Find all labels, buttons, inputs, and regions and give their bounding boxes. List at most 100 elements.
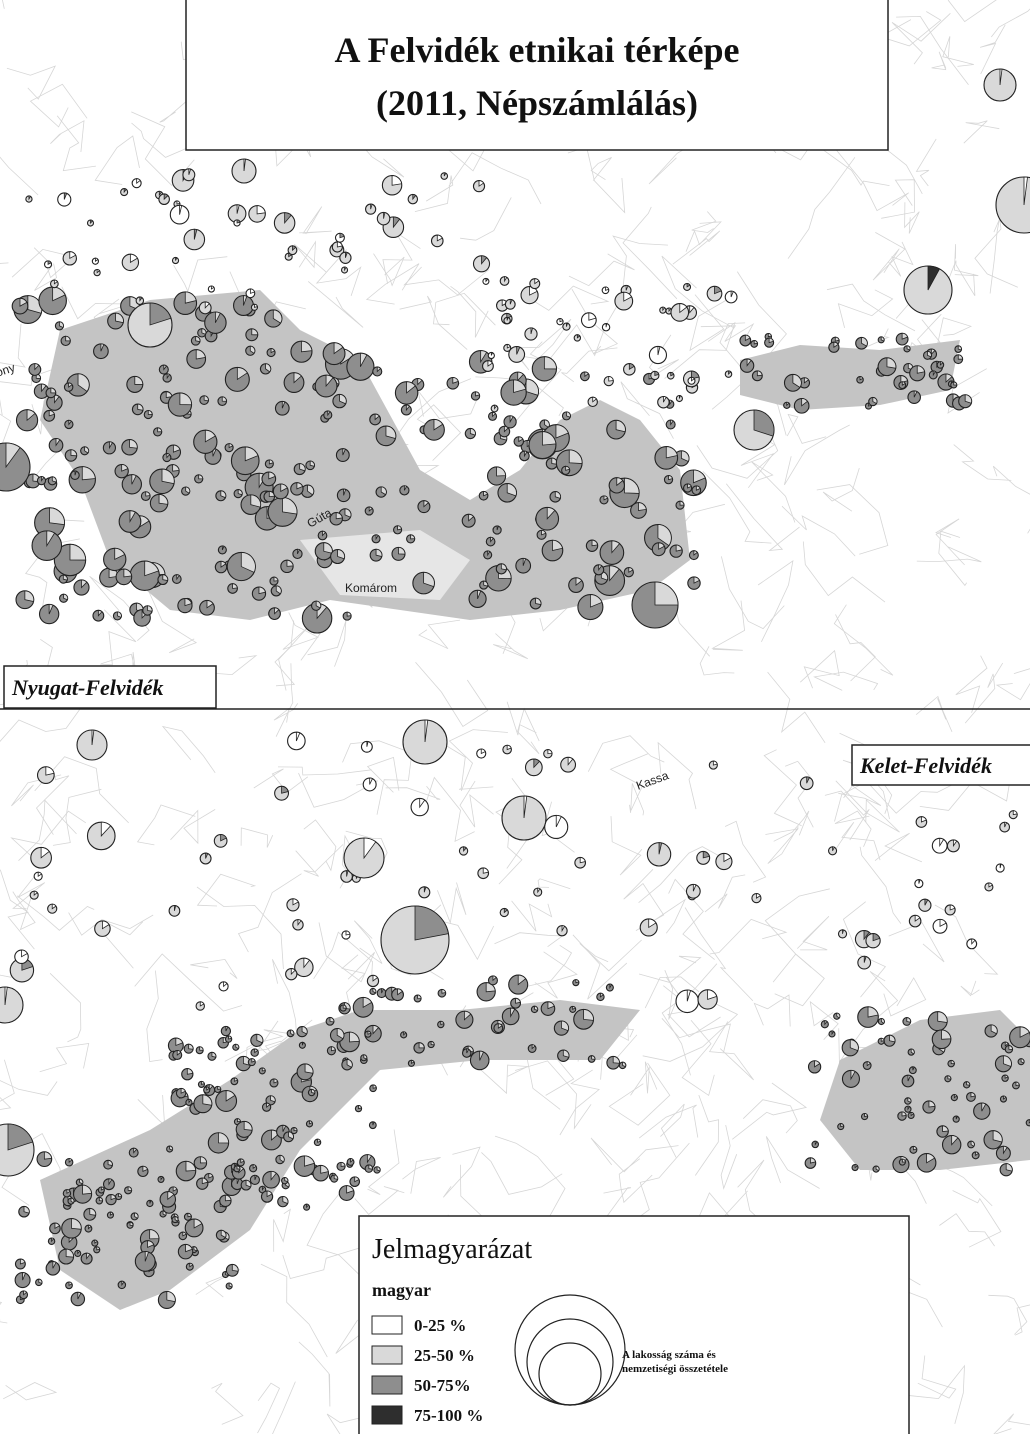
border-line bbox=[708, 1021, 754, 1081]
pie-slice bbox=[675, 544, 683, 552]
pie-slice bbox=[22, 1272, 27, 1281]
pie-slice bbox=[70, 449, 78, 457]
border-line bbox=[753, 994, 791, 1027]
pie-slice bbox=[129, 1221, 134, 1226]
pie-slice bbox=[176, 200, 181, 205]
border-line bbox=[891, 13, 951, 65]
pie-slice bbox=[1002, 1145, 1008, 1155]
pie-slice bbox=[297, 548, 300, 555]
pie-slice bbox=[546, 507, 556, 520]
pie-slice bbox=[147, 605, 153, 612]
pie-slice bbox=[668, 307, 672, 313]
pie-slice bbox=[68, 1281, 73, 1286]
pie-slice bbox=[534, 1005, 539, 1011]
panel-label-box bbox=[3, 665, 217, 709]
pie-slice bbox=[327, 410, 331, 417]
border-line bbox=[100, 609, 137, 666]
legend-box bbox=[358, 1215, 910, 1434]
border-line bbox=[952, 1190, 1002, 1248]
pie-slice bbox=[611, 540, 621, 554]
pie-slice bbox=[237, 1118, 241, 1123]
border-line bbox=[725, 483, 800, 552]
pie-slice bbox=[26, 409, 36, 422]
border-line bbox=[732, 1082, 808, 1140]
pie-slice bbox=[303, 957, 311, 969]
pie-slice bbox=[753, 409, 775, 437]
pie-slice bbox=[405, 404, 410, 412]
pie-slice bbox=[108, 1178, 113, 1186]
border-line bbox=[294, 240, 327, 273]
border-line bbox=[146, 587, 198, 654]
pie-slice bbox=[517, 371, 524, 382]
pie-slice bbox=[901, 332, 909, 340]
pie-slice bbox=[345, 251, 348, 258]
pie-slice bbox=[163, 364, 168, 371]
pie-slice bbox=[579, 857, 586, 864]
pie-slice bbox=[62, 574, 68, 581]
pie-slice bbox=[53, 279, 58, 285]
pie-slice bbox=[136, 178, 141, 184]
border-line bbox=[644, 976, 700, 1009]
pie-slice bbox=[68, 382, 73, 388]
pie-slice bbox=[281, 785, 289, 794]
pie-slice bbox=[939, 837, 945, 848]
pie-slice bbox=[612, 1056, 620, 1064]
pie-slice bbox=[270, 1095, 276, 1103]
pie-slice bbox=[663, 396, 667, 403]
border-line bbox=[195, 1269, 241, 1298]
pie-slice bbox=[344, 508, 352, 518]
title-box bbox=[185, 0, 889, 151]
border-line bbox=[313, 931, 373, 985]
pie-slice bbox=[836, 1012, 841, 1019]
place-label: Komárom bbox=[345, 581, 397, 595]
magyar-region bbox=[740, 340, 960, 410]
border-line bbox=[881, 179, 915, 219]
pie-slice bbox=[516, 346, 521, 355]
pie-slice bbox=[433, 419, 444, 431]
pie-slice bbox=[176, 1050, 182, 1056]
pie-slice bbox=[129, 253, 138, 264]
pie-slice bbox=[609, 565, 620, 582]
pie-slice bbox=[824, 1020, 828, 1026]
pie-slice bbox=[182, 1231, 187, 1237]
pie-slice bbox=[340, 1161, 346, 1167]
pie-slice bbox=[686, 283, 691, 288]
pie-slice bbox=[583, 1009, 594, 1021]
border-line bbox=[306, 1185, 372, 1287]
pie-slice bbox=[301, 340, 313, 353]
pie-slice bbox=[160, 1176, 164, 1181]
legend-items: 0-25 % 25-50 % 50-75% 75-100 % bbox=[371, 1315, 483, 1425]
pie-slice bbox=[886, 357, 897, 369]
pie-slice bbox=[268, 471, 276, 480]
pie-slice bbox=[346, 1185, 355, 1194]
pie-slice bbox=[615, 419, 626, 433]
pie-slice bbox=[863, 955, 867, 963]
pie-slice bbox=[342, 448, 346, 456]
pie-slice bbox=[1020, 1058, 1025, 1064]
pie-slice bbox=[840, 1123, 845, 1128]
border-line bbox=[700, 322, 755, 342]
pie-slice bbox=[383, 211, 386, 219]
pie-slice bbox=[901, 1111, 907, 1117]
border-line bbox=[661, 963, 718, 1076]
pie-slice bbox=[169, 1145, 174, 1151]
legend-swatch bbox=[371, 1345, 403, 1365]
pie-slice bbox=[7, 1123, 34, 1151]
pie-slice bbox=[299, 463, 306, 472]
pie-slice bbox=[410, 534, 416, 540]
border-line bbox=[298, 1341, 331, 1407]
pie-slice bbox=[926, 1153, 936, 1164]
border-line bbox=[6, 65, 57, 100]
border-line bbox=[493, 633, 529, 660]
pie-slice bbox=[86, 1252, 91, 1260]
border-line bbox=[590, 1137, 679, 1173]
border-line bbox=[365, 263, 420, 305]
pie-slice bbox=[149, 1229, 160, 1240]
pie-slice bbox=[147, 1240, 155, 1249]
pie-slice bbox=[249, 345, 256, 354]
pie-slice bbox=[202, 1094, 213, 1106]
pie-slice bbox=[957, 345, 962, 351]
pie-slice bbox=[575, 979, 580, 984]
pie-slice bbox=[256, 1033, 264, 1044]
pie-slice bbox=[137, 403, 144, 411]
